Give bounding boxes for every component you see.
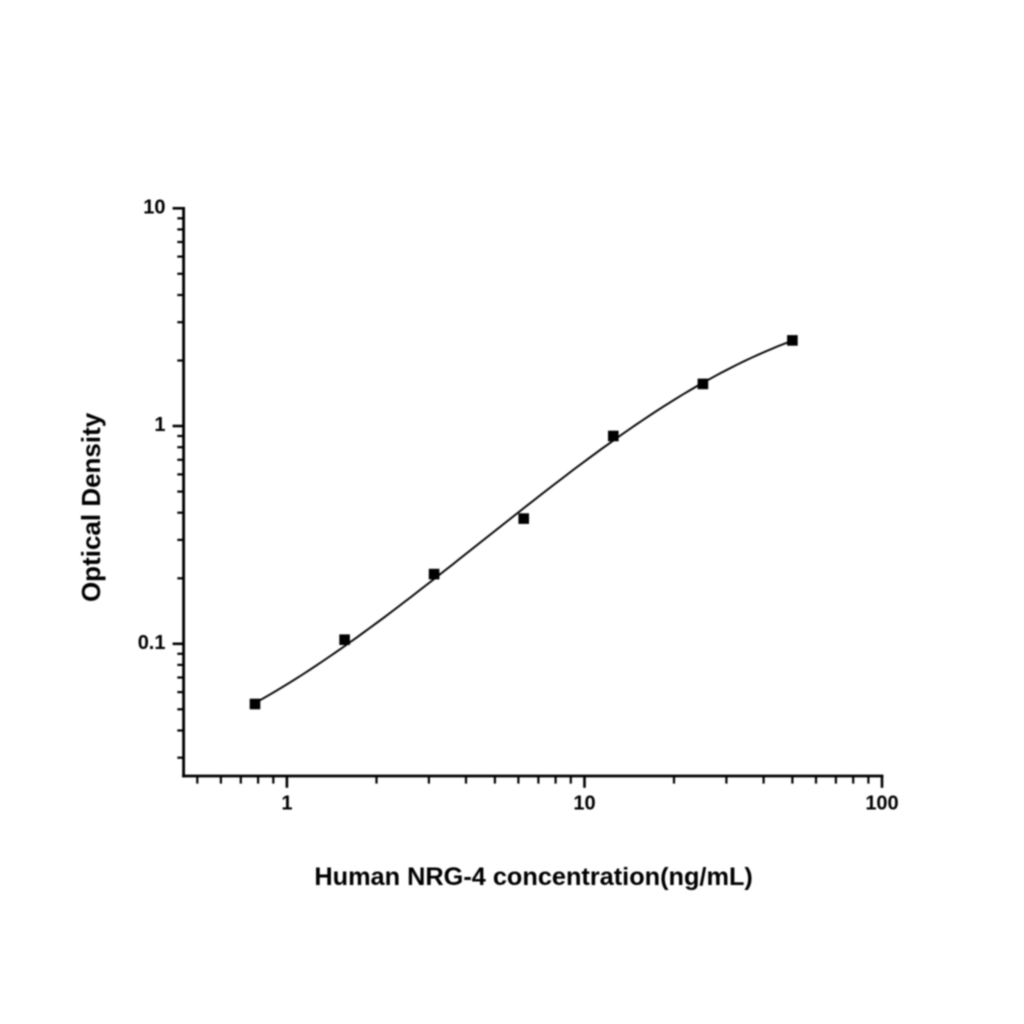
svg-text:1: 1 bbox=[154, 414, 165, 436]
svg-text:1: 1 bbox=[281, 792, 292, 814]
svg-text:Optical Density: Optical Density bbox=[76, 412, 106, 602]
svg-text:10: 10 bbox=[143, 197, 165, 219]
svg-text:100: 100 bbox=[865, 792, 898, 814]
svg-text:10: 10 bbox=[573, 792, 595, 814]
svg-text:Human NRG-4 concentration(ng/m: Human NRG-4 concentration(ng/mL) bbox=[314, 863, 752, 891]
svg-text:0.1: 0.1 bbox=[138, 632, 166, 654]
